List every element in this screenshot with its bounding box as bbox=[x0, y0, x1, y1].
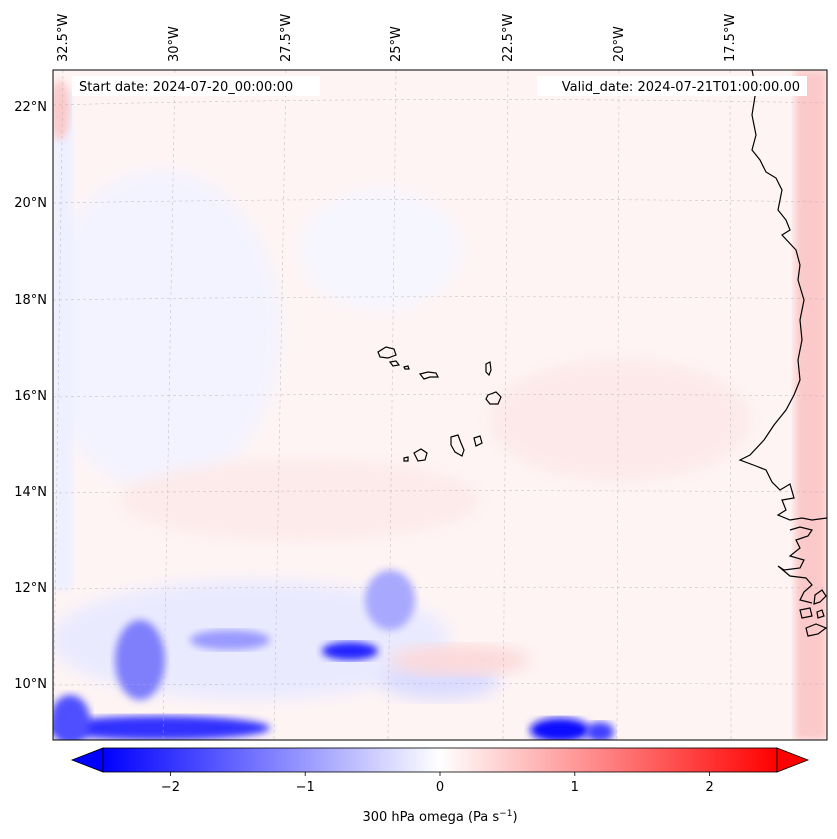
latitude-labels: 22°N 20°N 18°N 16°N 14°N 12°N 10°N bbox=[14, 100, 47, 692]
lat-label: 22°N bbox=[14, 100, 47, 115]
lat-label: 16°N bbox=[14, 389, 47, 404]
coastlines bbox=[738, 70, 827, 637]
colorbar: −2 −1 0 1 2 300 hPa omega (Pa s−1) bbox=[70, 747, 810, 825]
colorbar-label-text: 300 hPa omega (Pa s bbox=[362, 810, 499, 825]
island-sao-vicente bbox=[388, 360, 401, 367]
colorbar-tick-label: −2 bbox=[161, 780, 180, 795]
start-date-label: Start date: 2024-07-20_00:00:00 bbox=[79, 80, 293, 95]
lat-label: 12°N bbox=[14, 581, 47, 596]
colorbar-tick-label: 2 bbox=[705, 780, 713, 795]
island-santo-antao bbox=[377, 346, 397, 359]
island-fogo bbox=[413, 448, 428, 462]
colorbar-ticks: −2 −1 0 1 2 bbox=[161, 772, 714, 795]
colorbar-tick-label: 0 bbox=[436, 780, 444, 795]
lat-label: 10°N bbox=[14, 677, 47, 692]
island-brava bbox=[403, 456, 409, 462]
colorbar-extend-min bbox=[70, 747, 104, 773]
colorbar-tick-label: 1 bbox=[571, 780, 579, 795]
island-boa-vista bbox=[485, 391, 502, 405]
valid-date-box bbox=[537, 76, 807, 96]
start-date-box bbox=[72, 76, 320, 96]
island-santiago bbox=[450, 434, 465, 457]
colorbar-tick-label: −1 bbox=[296, 780, 315, 795]
colorbar-extend-max bbox=[776, 747, 810, 773]
lon-label: 17.5°W bbox=[723, 14, 738, 62]
graticule bbox=[53, 70, 827, 740]
west-africa-coast bbox=[738, 70, 827, 521]
lon-label: 22.5°W bbox=[501, 14, 516, 62]
map-frame bbox=[52, 69, 828, 741]
island-santa-luzia bbox=[403, 365, 410, 370]
lat-label: 20°N bbox=[14, 196, 47, 211]
island-maio bbox=[473, 435, 483, 447]
lon-label: 32.5°W bbox=[56, 14, 71, 62]
colorbar-label-end: ) bbox=[512, 810, 517, 825]
omega-field bbox=[53, 70, 827, 740]
lon-label: 25°W bbox=[389, 26, 404, 62]
lat-label: 18°N bbox=[14, 293, 47, 308]
lon-label: 20°W bbox=[612, 26, 627, 62]
lon-label: 27.5°W bbox=[279, 14, 294, 62]
lon-label: 30°W bbox=[167, 26, 182, 62]
colorbar-body bbox=[102, 747, 778, 773]
colorbar-label: 300 hPa omega (Pa s−1) bbox=[362, 809, 517, 825]
valid-date-label: Valid_date: 2024-07-21T01:00:00.00 bbox=[562, 80, 800, 95]
colorbar-label-sup: −1 bbox=[499, 809, 512, 819]
cape-verde-islands bbox=[377, 346, 502, 462]
map-panel bbox=[53, 70, 827, 740]
longitude-labels: 32.5°W 30°W 27.5°W 25°W 22.5°W 20°W 17.5… bbox=[56, 14, 738, 62]
island-sao-nicolau bbox=[418, 371, 439, 380]
island-sal bbox=[485, 361, 492, 377]
lat-label: 14°N bbox=[14, 485, 47, 500]
